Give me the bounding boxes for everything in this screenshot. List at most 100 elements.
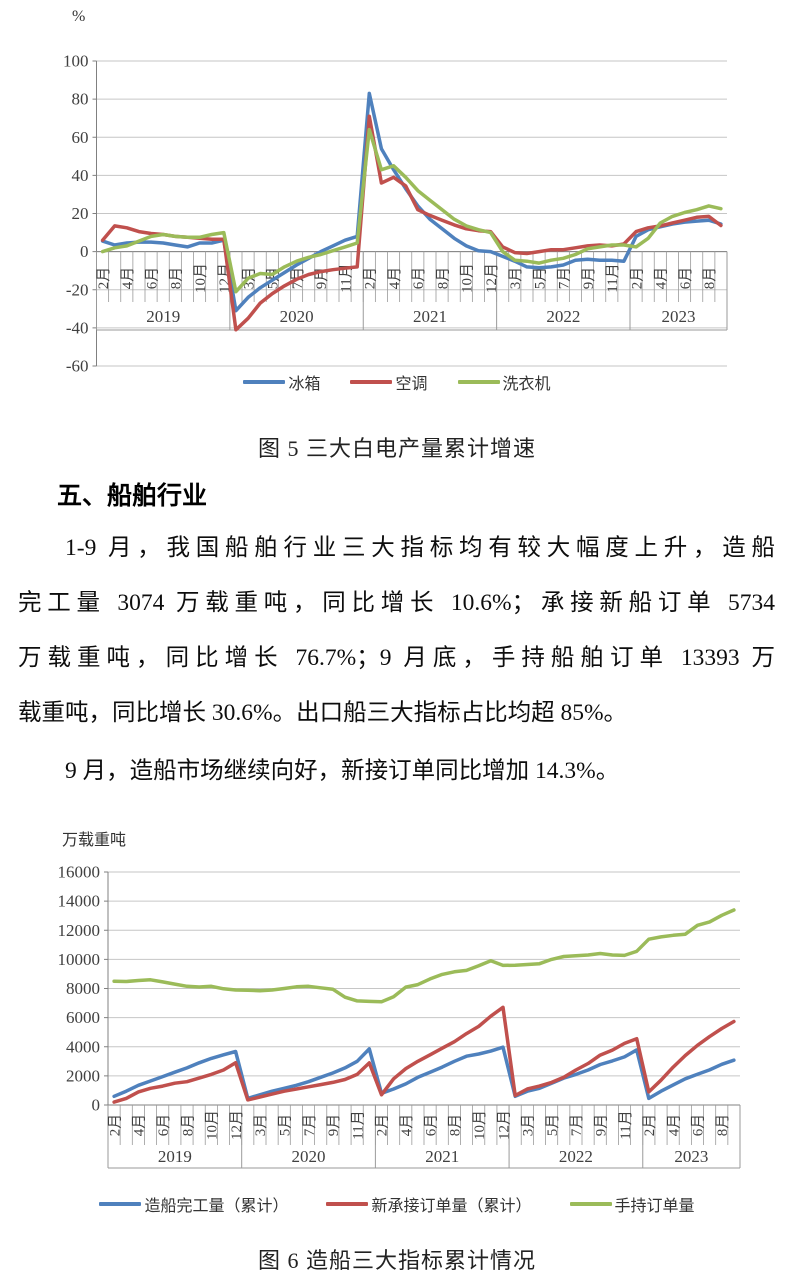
y-tick-label: 16000 [58, 863, 101, 882]
y-tick-label: -60 [66, 357, 89, 376]
legend-item: 空调 [350, 370, 428, 394]
month-tick-label: 3月 [253, 1114, 269, 1137]
year-label: 2019 [146, 307, 180, 326]
month-tick-label: 9月 [593, 1114, 609, 1137]
y-tick-label: 14000 [58, 892, 101, 911]
y-tick-label: 0 [80, 242, 89, 261]
month-tick-label: 7月 [569, 1114, 585, 1137]
legend-swatch [569, 1202, 612, 1206]
figure5-chart: 100 80 60 40 20 0 -20 -40 -60 2月 4月 6月 8月 10月 12月 3月 5月 7… [63, 52, 728, 376]
series-line-手持订单量 [112, 908, 736, 1004]
month-tick-label: 2月 [107, 1114, 123, 1137]
legend-swatch [457, 380, 500, 384]
month-tick-label: 6月 [156, 1114, 172, 1137]
month-tick-label: 10月 [472, 1110, 488, 1140]
section-heading: 五、船舶行业 [57, 482, 208, 510]
month-tick-label: 10月 [205, 1110, 221, 1140]
month-tick-label: 3月 [521, 1114, 537, 1137]
month-tick-label: 4月 [666, 1114, 682, 1137]
month-tick-label: 4月 [120, 267, 136, 290]
axes [104, 871, 741, 1169]
axis-labels: 100 80 60 40 20 0 -20 -40 -60 2月 4月 6月 8月 10月 12月 3月 5月 7… [63, 52, 718, 376]
y-tick-label: 6000 [66, 1008, 100, 1027]
month-tick-label: 12月 [484, 263, 500, 293]
gridlines [96, 60, 727, 367]
figure5-unit-label: % [72, 8, 86, 25]
month-tick-label: 7月 [557, 267, 573, 290]
series-lines [100, 91, 723, 332]
month-tick-label: 2月 [375, 1114, 391, 1137]
month-tick-label: 5月 [532, 267, 548, 290]
year-label: 2023 [674, 1147, 708, 1166]
legend-label: 洗衣机 [502, 376, 551, 393]
figure6-caption: 图 6 造船三大指标累计情况 [257, 1248, 536, 1273]
body-text-line: 1-9 月，我国船舶行业三大指标均有较大幅度上升，造船 [65, 535, 775, 561]
y-tick-label: 60 [72, 128, 89, 147]
month-tick-label: 8月 [715, 1114, 731, 1137]
legend-label: 新承接订单量（累计） [371, 1198, 532, 1215]
legend-label: 空调 [395, 376, 428, 393]
figure6-unit-label: 万载重吨 [62, 832, 127, 849]
legend-swatch [326, 1202, 369, 1206]
y-tick-label: 0 [92, 1096, 101, 1115]
figure5-caption: 图 5 三大白电产量累计增速 [257, 436, 536, 461]
figure6-chart: 16000 14000 12000 10000 8000 6000 4000 2000 0 2月 4… [58, 863, 741, 1169]
year-label: 2020 [292, 1147, 326, 1166]
axis-labels: 16000 14000 12000 10000 8000 6000 4000 2000 0 2月 4… [58, 863, 732, 1167]
legend-item: 手持订单量 [569, 1192, 695, 1216]
year-label: 2021 [425, 1147, 459, 1166]
legend-swatch [99, 1202, 142, 1206]
y-tick-label: 4000 [66, 1037, 100, 1056]
y-tick-label: -20 [66, 280, 89, 299]
month-tick-label: 8月 [180, 1114, 196, 1137]
year-label: 2020 [280, 307, 314, 326]
year-label: 2019 [158, 1147, 192, 1166]
month-tick-label: 8月 [448, 1114, 464, 1137]
series-line-洗衣机 [100, 127, 723, 294]
y-tick-label: 80 [72, 90, 89, 109]
month-tick-label: 10月 [460, 263, 476, 293]
month-tick-label: 11月 [618, 1110, 634, 1139]
month-tick-label: 6月 [411, 267, 427, 290]
legend-label: 造船完工量（累计） [144, 1198, 289, 1215]
y-tick-label: 10000 [58, 950, 101, 969]
y-tick-label: 100 [63, 52, 89, 71]
y-tick-label: 12000 [58, 921, 101, 940]
month-tick-label: 2月 [363, 267, 379, 290]
legend-item: 冰箱 [243, 370, 320, 394]
month-tick-label: 8月 [435, 267, 451, 290]
month-tick-label: 12月 [229, 1110, 245, 1140]
body-text-line: 9 月，造船市场继续向好，新接订单同比增加 14.3%。 [65, 758, 620, 784]
figure5-legend: 冰箱 空调 洗衣机 [0, 370, 794, 394]
legend-swatch [350, 380, 393, 384]
month-tick-label: 7月 [302, 1114, 318, 1137]
body-text-line: 载重吨，同比增长 30.6%。出口船三大指标占比均超 85%。 [18, 700, 628, 726]
legend-item: 洗衣机 [457, 370, 551, 394]
body-text-line: 完工量 3074 万载重吨，同比增长 10.6%；承接新船订单 5734 [18, 590, 775, 616]
legend-swatch [243, 380, 286, 384]
month-tick-label: 4月 [387, 267, 403, 290]
year-label: 2023 [662, 307, 696, 326]
y-tick-label: 8000 [66, 979, 100, 998]
month-tick-label: 8月 [702, 267, 718, 290]
month-tick-label: 4月 [399, 1114, 415, 1137]
month-tick-label: 6月 [423, 1114, 439, 1137]
month-tick-label: 5月 [277, 1114, 293, 1137]
month-tick-label: 10月 [193, 263, 209, 293]
month-tick-label: 9月 [581, 267, 597, 290]
month-tick-label: 5月 [545, 1114, 561, 1137]
month-tick-label: 4月 [654, 267, 670, 290]
series-line-造船完工量（累计） [112, 1045, 736, 1101]
legend-item: 新承接订单量（累计） [326, 1192, 532, 1216]
month-tick-label: 6月 [144, 267, 160, 290]
year-label: 2022 [559, 1147, 593, 1166]
month-tick-label: 6月 [678, 267, 694, 290]
month-tick-label: 9月 [326, 1114, 342, 1137]
month-tick-label: 6月 [691, 1114, 707, 1137]
month-tick-label: 4月 [132, 1114, 148, 1137]
legend-label: 冰箱 [288, 376, 321, 393]
month-tick-label: 2月 [96, 267, 112, 290]
year-label: 2022 [546, 307, 580, 326]
